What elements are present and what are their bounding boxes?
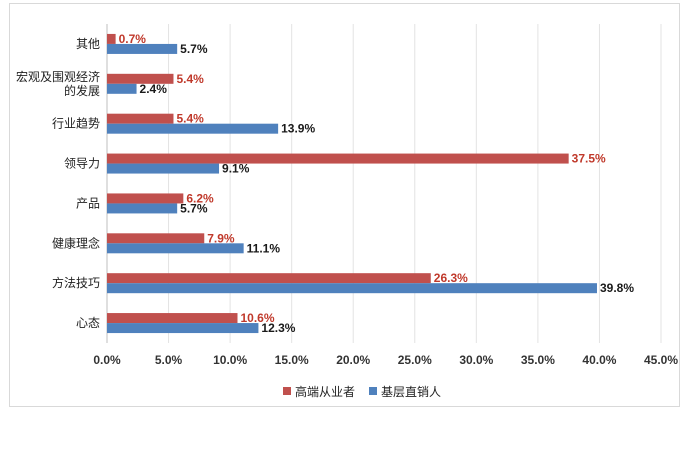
data-label: 2.4%: [140, 82, 168, 96]
category-label: 产品: [76, 196, 100, 210]
data-label: 7.9%: [207, 231, 235, 245]
bar-series2: [107, 123, 279, 134]
data-label: 5.7%: [180, 42, 208, 56]
data-label: 12.3%: [261, 321, 295, 335]
x-tick-label: 25.0%: [398, 353, 432, 367]
category-label: 方法技巧: [52, 275, 100, 290]
x-tick-label: 20.0%: [336, 353, 370, 367]
data-label: 9.1%: [222, 162, 250, 176]
bar-series2: [107, 283, 597, 294]
bar-series2: [107, 163, 220, 174]
bar-series2: [107, 83, 137, 94]
bar-series2: [107, 243, 244, 254]
data-label: 26.3%: [434, 271, 468, 285]
data-label: 10.6%: [240, 311, 274, 325]
data-label: 6.2%: [186, 191, 214, 205]
legend-swatch: [283, 387, 291, 395]
bar-series2: [107, 323, 259, 334]
data-label: 37.5%: [572, 152, 606, 166]
bar-series2: [107, 203, 178, 214]
bar-series2: [107, 43, 178, 54]
x-tick-label: 10.0%: [213, 353, 247, 367]
data-label: 0.7%: [119, 32, 147, 46]
x-tick-label: 0.0%: [93, 353, 121, 367]
bar-series1: [107, 153, 569, 164]
x-tick-label: 40.0%: [582, 353, 616, 367]
data-label: 13.9%: [281, 122, 315, 136]
bar-series1: [107, 193, 184, 204]
x-tick-label: 35.0%: [521, 353, 555, 367]
legend-label: 高端从业者: [295, 384, 355, 399]
data-label: 5.4%: [176, 112, 204, 126]
data-label: 11.1%: [247, 241, 281, 255]
x-tick-label: 45.0%: [644, 353, 678, 367]
bar-series1: [107, 273, 431, 284]
bar-series1: [107, 73, 174, 84]
x-tick-label: 30.0%: [459, 353, 493, 367]
data-label: 5.7%: [180, 201, 208, 215]
bar-series1: [107, 313, 238, 324]
category-label: 健康理念: [52, 235, 100, 250]
category-label: 心态: [76, 316, 100, 330]
category-label: 其他: [76, 37, 100, 51]
bar-series1: [107, 233, 205, 244]
bar-series1: [107, 113, 174, 124]
category-label: 行业趋势: [52, 117, 100, 131]
x-tick-label: 15.0%: [275, 353, 309, 367]
data-label: 39.8%: [600, 281, 634, 295]
legend-label: 基层直销人: [381, 385, 441, 399]
data-label: 5.4%: [176, 72, 204, 86]
legend-swatch: [369, 387, 377, 395]
x-tick-label: 5.0%: [155, 353, 183, 367]
bar-series1: [107, 33, 116, 44]
category-label: 宏观及围观经济的发展: [16, 69, 100, 98]
category-label: 领导力: [64, 157, 100, 171]
